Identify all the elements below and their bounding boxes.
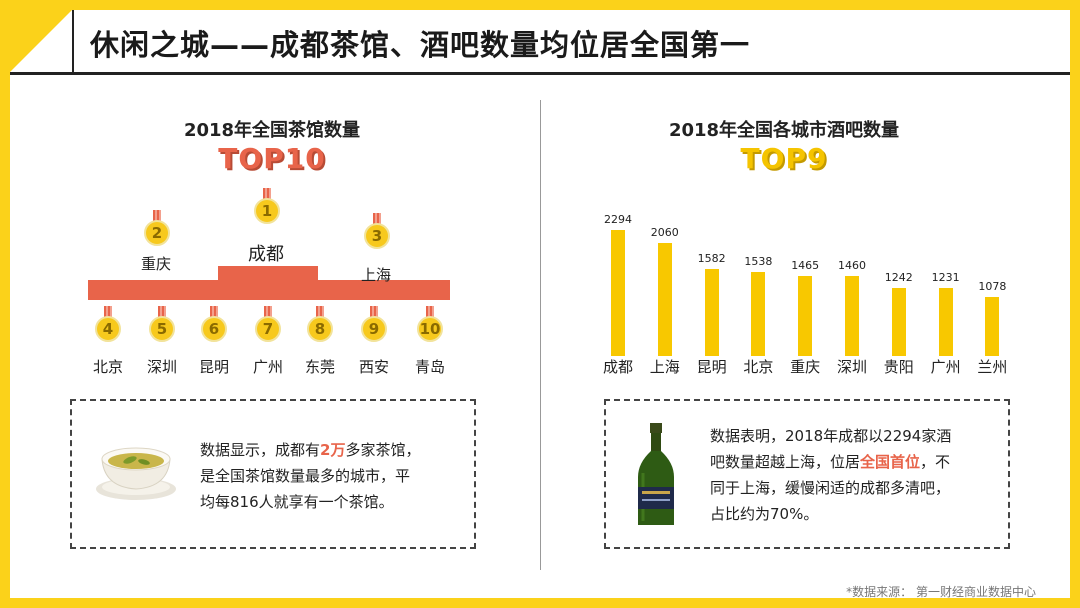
rank-city-7: 广州 (252, 358, 283, 376)
rank-city-10: 青岛 (414, 358, 445, 376)
tea-info-box: 数据显示，成都有2万多家茶馆， 是全国茶馆数量最多的城市，平 均每816人就享有… (70, 399, 476, 549)
bar-top-badge: TOP9 (740, 142, 828, 175)
bar-7 (938, 288, 953, 356)
podium-city-3: 上海 (360, 266, 391, 284)
bar-value-label: 1465 (791, 258, 820, 272)
bar-value-label: 1078 (978, 279, 1007, 293)
bar-6 (891, 287, 906, 356)
tea-top-badge: TOP10 (218, 142, 326, 175)
corner-accent (10, 10, 72, 72)
bar-3 (751, 271, 766, 356)
bar-2 (704, 269, 719, 356)
bar-category-label: 上海 (649, 358, 680, 376)
tea-panel-title: 2018年全国茶馆数量 (183, 120, 361, 141)
rank-city-4: 北京 (92, 358, 123, 376)
content-frame: 休闲之城——成都茶馆、酒吧数量均位居全国第一 2018年全国茶馆数量 TOP10… (10, 10, 1070, 599)
podium-city-1: 成都 (248, 244, 284, 265)
bar-category-label: 昆明 (696, 358, 727, 376)
header-rule (10, 72, 1070, 75)
bar-value-label: 2060 (650, 225, 679, 239)
bar-info-text: 数据表明，2018年成都以2294家酒 吧数量超越上海，位居全国首位，不 同于上… (710, 427, 952, 523)
header-separator (72, 10, 74, 72)
rank-city-5: 深圳 (146, 358, 177, 376)
bar-category-label: 兰州 (977, 358, 1008, 376)
bar-value-label: 1242 (884, 270, 913, 284)
page-title: 休闲之城——成都茶馆、酒吧数量均位居全国第一 (90, 28, 751, 62)
bar-category-label: 广州 (930, 358, 961, 376)
bar-value-label: 1582 (697, 252, 726, 266)
bar-1 (657, 242, 672, 356)
bar-category-label: 贵阳 (883, 358, 914, 376)
bar-category-label: 北京 (743, 358, 774, 376)
bottle-icon (638, 423, 674, 525)
data-source: *数据来源： 第一财经商业数据中心 (846, 585, 1036, 599)
bar-value-label: 2294 (604, 213, 632, 226)
bar-category-label: 深圳 (836, 358, 867, 376)
tea-info-text: 数据显示，成都有2万多家茶馆， 是全国茶馆数量最多的城市，平 均每816人就享有… (200, 441, 421, 511)
bar-5 (845, 275, 859, 356)
bar-4 (798, 275, 813, 356)
bar-info-box: 数据表明，2018年成都以2294家酒 吧数量超越上海，位居全国首位，不 同于上… (604, 399, 1010, 549)
bar-8 (985, 296, 1000, 356)
bar-panel-title: 2018年全国各城市酒吧数量 (668, 120, 900, 141)
panel-divider (540, 100, 541, 570)
rank-city-9: 西安 (358, 358, 389, 376)
rank-city-8: 东莞 (304, 358, 335, 376)
bar-category-label: 成都 (602, 358, 633, 376)
podium-first (218, 266, 318, 286)
first-place-highlight: 全国首位 (860, 453, 921, 471)
bar-0 (611, 230, 625, 356)
bar-value-label: 1460 (838, 258, 866, 272)
podium-city-2: 重庆 (140, 255, 171, 273)
tea-cup-icon (96, 447, 176, 500)
bar-value-label: 1538 (744, 254, 773, 268)
tea-count-highlight: 2万 (320, 441, 346, 459)
bar-value-label: 1231 (931, 271, 960, 285)
bar-category-label: 重庆 (790, 358, 821, 376)
podium-base (88, 280, 450, 300)
rank-city-6: 昆明 (198, 358, 229, 376)
